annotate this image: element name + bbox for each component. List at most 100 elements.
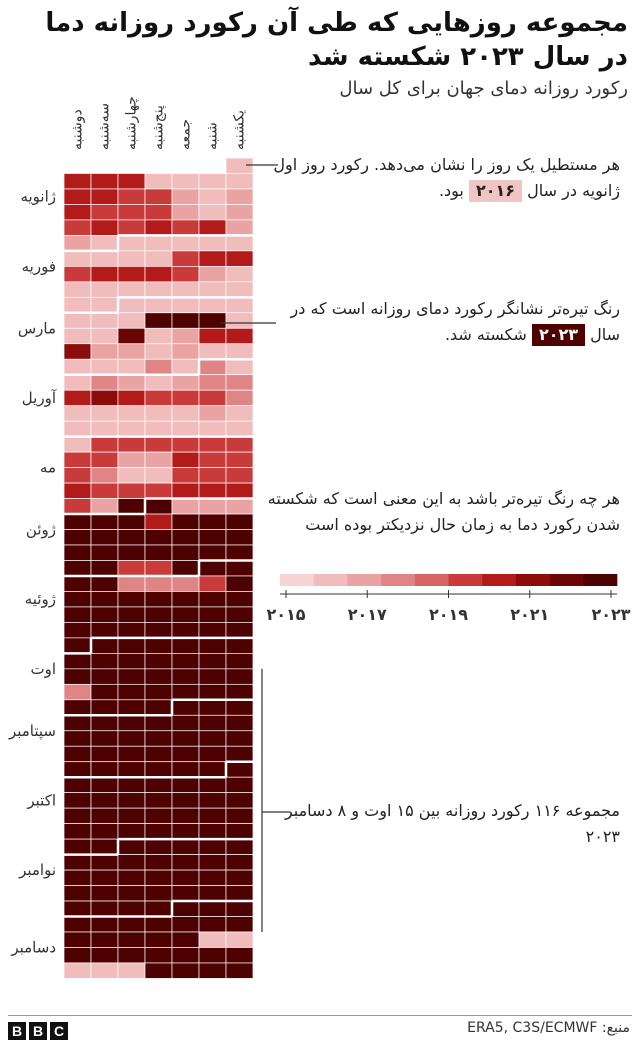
day-cell [225, 235, 254, 252]
day-cell [63, 250, 92, 267]
day-cell [225, 436, 254, 453]
day-cell [198, 296, 227, 314]
day-cell [90, 343, 119, 360]
day-cell [171, 204, 200, 221]
day-cell [225, 250, 254, 267]
day-cell [144, 482, 173, 499]
day-cell [171, 513, 200, 530]
day-cell [198, 916, 227, 933]
day-cell [198, 451, 227, 468]
day-cell [117, 591, 146, 608]
day-cell [225, 266, 254, 283]
day-cell [117, 467, 146, 484]
day-cell [63, 606, 92, 623]
day-cell [225, 451, 254, 468]
day-cell [117, 869, 146, 886]
color-legend: ۲۰۱۵ ۲۰۱۷ ۲۰۱۹ ۲۰۲۱ ۲۰۲۳ [266, 574, 631, 624]
day-cell [117, 204, 146, 221]
day-cell [198, 173, 227, 190]
day-cell [171, 327, 200, 345]
day-cell [198, 204, 227, 221]
month-label: مه [40, 459, 56, 477]
day-cell [198, 653, 227, 670]
legend-swatch [347, 574, 382, 586]
day-cell [117, 219, 146, 236]
day-cell [225, 374, 254, 391]
day-cell [117, 266, 146, 283]
day-cell [225, 157, 254, 174]
day-cell [117, 188, 146, 205]
day-cell [171, 622, 200, 639]
day-cell [225, 204, 254, 221]
day-cell [144, 188, 173, 205]
day-cell [117, 420, 146, 437]
day-cell [117, 761, 146, 778]
day-cell [90, 776, 119, 794]
day-cell [171, 358, 200, 376]
day-cell [90, 250, 119, 267]
year-chip-2023: ۲۰۲۳ [531, 324, 585, 346]
legend-tick-label: ۲۰۱۵ [266, 605, 305, 624]
day-cell [63, 885, 92, 902]
day-cell [117, 482, 146, 499]
day-cell [225, 668, 254, 685]
day-cell [171, 343, 200, 360]
day-cell [144, 885, 173, 902]
heatmap-cells [63, 157, 254, 979]
day-cell [171, 436, 200, 453]
day-cell [117, 513, 146, 530]
day-cell [144, 699, 173, 716]
day-cell [198, 374, 227, 391]
day-cell [144, 776, 173, 794]
day-cell [90, 219, 119, 236]
weekday-labels: دوشنبه سه‌شنبه چهارشنبه پنج‌شنبه جمعه شنبه یکش… [70, 96, 248, 150]
year-chip-2016: ۲۰۱۶ [468, 180, 523, 202]
day-cell [171, 250, 200, 267]
legend-swatch [448, 574, 483, 586]
day-cell [63, 838, 92, 855]
day-cell [117, 544, 146, 561]
day-cell [90, 498, 119, 515]
day-cell [225, 544, 254, 561]
day-cell [198, 730, 227, 747]
day-cell [63, 947, 92, 964]
day-cell [63, 358, 92, 376]
day-cell [225, 560, 254, 577]
legend-tick-label: ۲۰۱۷ [348, 605, 387, 624]
day-cell [90, 823, 119, 840]
month-label: اکتبر [26, 791, 56, 809]
day-cell [225, 312, 254, 329]
day-cell [63, 467, 92, 484]
day-cell [63, 869, 92, 886]
day-cell [144, 560, 173, 577]
day-cell [225, 575, 254, 592]
day-cell [225, 327, 254, 345]
day-cell [225, 761, 254, 778]
legend-tick-label: ۲۰۲۱ [510, 605, 549, 624]
day-cell [198, 250, 227, 267]
day-cell [90, 296, 119, 314]
day-cell [171, 188, 200, 205]
day-cell [90, 467, 119, 484]
day-cell [225, 591, 254, 608]
weekday-label: سه‌شنبه [97, 103, 113, 150]
day-cell [198, 838, 227, 855]
day-cell [90, 173, 119, 190]
day-cell [90, 482, 119, 499]
day-cell [90, 544, 119, 561]
day-cell [198, 513, 227, 530]
day-cell [144, 498, 173, 515]
day-cell [198, 699, 227, 716]
day-cell [198, 854, 227, 871]
day-cell [225, 637, 254, 654]
day-cell [198, 358, 227, 376]
day-cell [63, 591, 92, 608]
day-cell [225, 714, 254, 732]
day-cell [90, 312, 119, 329]
day-cell [63, 451, 92, 468]
day-cell [90, 900, 119, 917]
day-cell [198, 622, 227, 639]
day-cell [225, 900, 254, 917]
day-cell [171, 947, 200, 964]
day-cell [144, 358, 173, 376]
